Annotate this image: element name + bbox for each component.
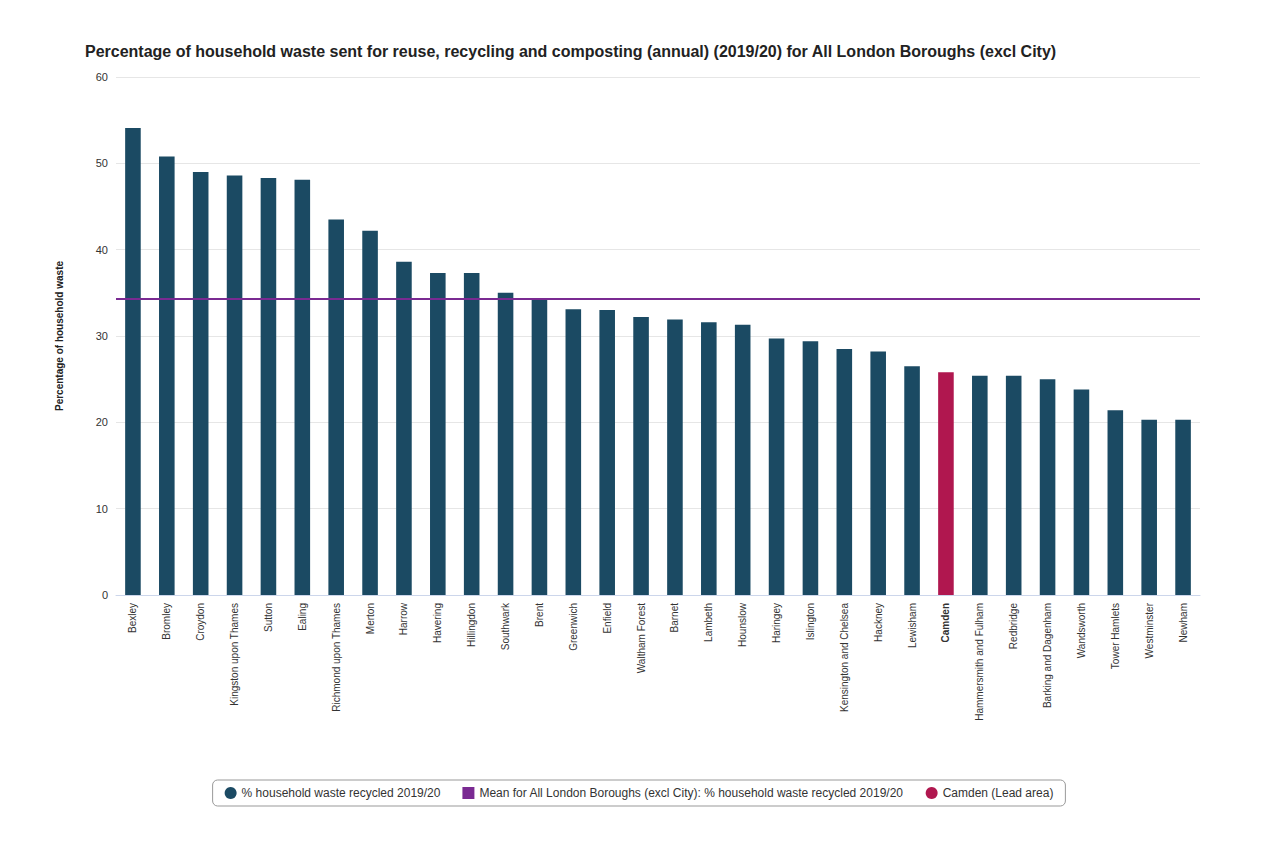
svg-text:Camden (Lead area): Camden (Lead area) [943,786,1054,800]
svg-text:Barking and Dagenham: Barking and Dagenham [1042,603,1053,708]
svg-text:Harrow: Harrow [398,602,409,635]
svg-text:Hounslow: Hounslow [737,602,748,647]
svg-text:Westminster: Westminster [1144,602,1155,658]
svg-text:Enfield: Enfield [602,603,613,634]
svg-text:Southwark: Southwark [500,602,511,650]
svg-text:Percentage of household waste: Percentage of household waste sent for r… [85,43,1056,60]
svg-text:Hackney: Hackney [873,603,884,642]
svg-text:Wandsworth: Wandsworth [1076,603,1087,658]
svg-text:60: 60 [96,71,108,83]
svg-text:Bromley: Bromley [161,603,172,640]
svg-text:Camden: Camden [940,603,951,642]
svg-text:40: 40 [96,244,108,256]
svg-text:30: 30 [96,330,108,342]
svg-text:Richmond upon Thames: Richmond upon Thames [331,603,342,712]
svg-text:Merton: Merton [365,603,376,634]
svg-text:Bexley: Bexley [127,603,138,633]
svg-text:Kingston upon Thames: Kingston upon Thames [229,603,240,706]
svg-text:Newham: Newham [1178,603,1189,642]
svg-text:Percentage of household waste: Percentage of household waste [54,261,65,411]
svg-text:Redbridge: Redbridge [1008,603,1019,650]
svg-text:Kensington and Chelsea: Kensington and Chelsea [839,603,850,712]
svg-text:50: 50 [96,157,108,169]
svg-text:Hammersmith and Fulham: Hammersmith and Fulham [974,603,985,721]
svg-text:Lewisham: Lewisham [907,603,918,648]
svg-text:Ealing: Ealing [297,603,308,631]
svg-text:Brent: Brent [534,603,545,627]
svg-text:Havering: Havering [432,603,443,643]
svg-text:Barnet: Barnet [669,603,680,633]
svg-text:Waltham Forest: Waltham Forest [636,603,647,673]
svg-text:20: 20 [96,416,108,428]
svg-text:Tower Hamlets: Tower Hamlets [1110,603,1121,669]
svg-text:Haringey: Haringey [771,603,782,643]
svg-text:Greenwich: Greenwich [568,603,579,651]
svg-text:Sutton: Sutton [263,603,274,632]
svg-text:Lambeth: Lambeth [703,603,714,642]
svg-text:Mean for All London Boroughs (: Mean for All London Boroughs (excl City)… [479,786,903,800]
svg-text:% household waste recycled 201: % household waste recycled 2019/20 [242,786,441,800]
svg-text:Hillingdon: Hillingdon [466,603,477,647]
svg-text:10: 10 [96,503,108,515]
svg-text:Islington: Islington [805,603,816,640]
svg-text:0: 0 [102,589,108,601]
svg-text:Croydon: Croydon [195,603,206,641]
